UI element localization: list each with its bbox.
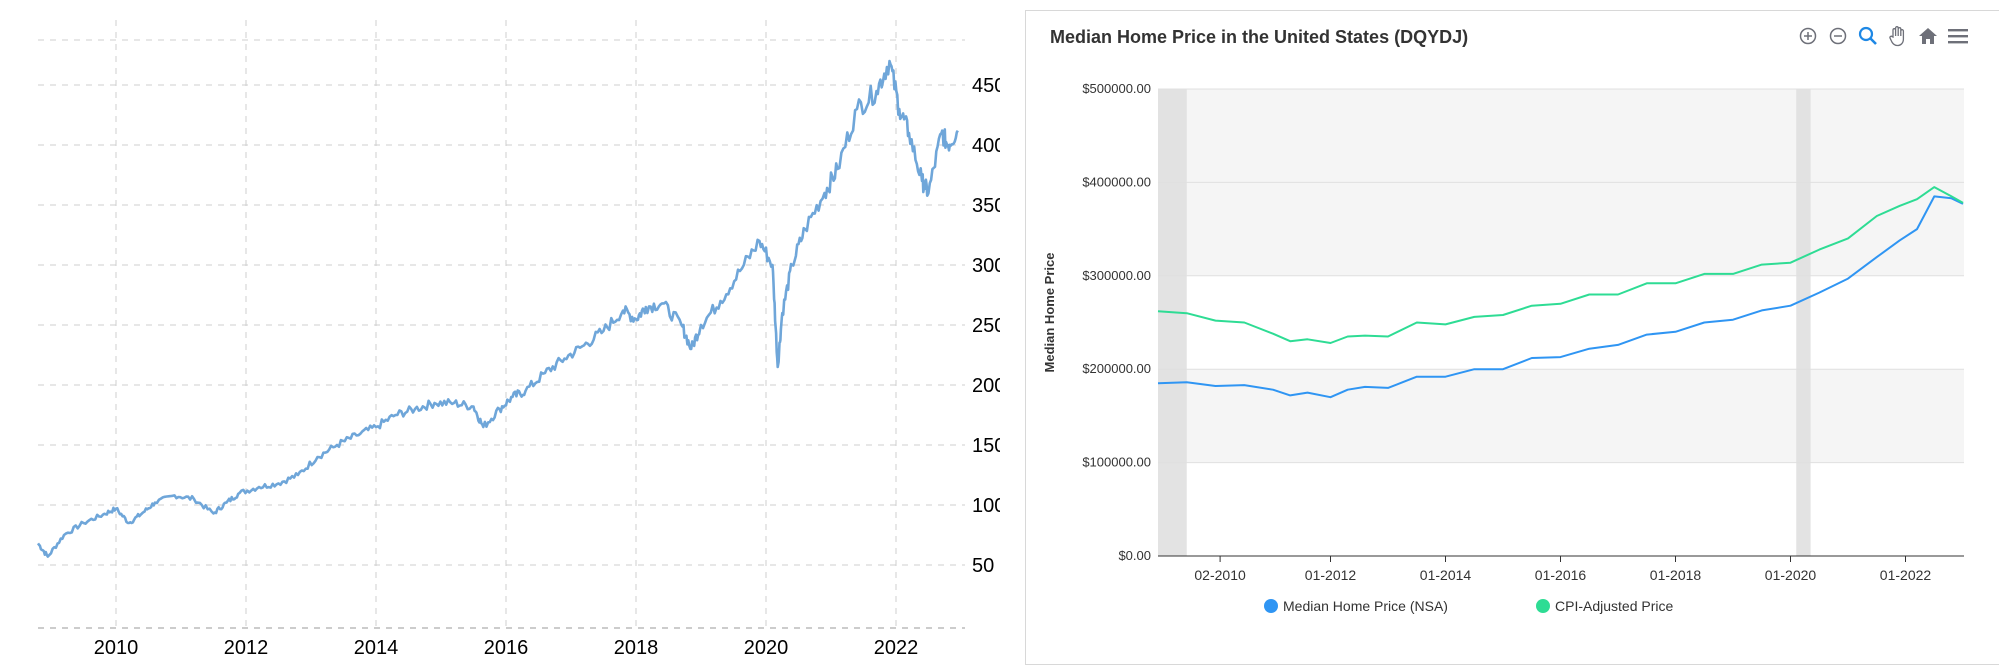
grid-band xyxy=(1158,369,1964,463)
y-tick-label: 100 xyxy=(972,495,1000,517)
magnifier-icon[interactable] xyxy=(1857,25,1879,47)
x-tick-label: 2022 xyxy=(874,637,919,659)
price-series-line xyxy=(36,59,959,558)
series-line-cpi xyxy=(1157,186,1964,344)
right-chart-panel: $0.00 $100000.00 $200000.00 $300000.00 $4000… xyxy=(1025,10,1999,665)
y-tick-label: 150 xyxy=(972,435,1000,457)
legend-marker xyxy=(1264,599,1278,613)
grid-band xyxy=(1158,89,1964,183)
y-tick-label: 300 xyxy=(972,255,1000,277)
right-chart: $0.00 $100000.00 $200000.00 $300000.00 $4000… xyxy=(1042,81,1964,614)
y-tick-label: 250 xyxy=(972,315,1000,337)
y-tick-label: $100000.00 xyxy=(1082,455,1151,470)
recession-band xyxy=(1796,89,1811,556)
y-tick-label: $200000.00 xyxy=(1082,361,1151,376)
chart-title: Median Home Price in the United States (… xyxy=(1050,27,1469,47)
left-chart: 50 100 150 200 250 300 350 400 450 2010 2012 2014 20… xyxy=(36,20,1000,659)
y-tick-label: $300000.00 xyxy=(1082,268,1151,283)
x-tick-label: 2020 xyxy=(744,637,789,659)
y-tick-label: $500000.00 xyxy=(1082,81,1151,96)
y-tick-label: 350 xyxy=(972,195,1000,217)
legend: Median Home Price (NSA) CPI-Adjusted Pric… xyxy=(1264,598,1673,614)
chart-toolbar xyxy=(1797,25,1969,47)
menu-icon[interactable] xyxy=(1947,25,1969,47)
x-tick-label: 01-2016 xyxy=(1535,567,1587,583)
y-tick-label: 200 xyxy=(972,375,1000,397)
legend-marker xyxy=(1536,599,1550,613)
zoom-in-icon[interactable] xyxy=(1797,25,1819,47)
x-tick-label: 01-2012 xyxy=(1305,567,1357,583)
recession-band xyxy=(1158,89,1187,556)
x-tick-label: 01-2022 xyxy=(1880,567,1932,583)
x-tick-label: 2014 xyxy=(354,637,399,659)
x-tick-label: 01-2018 xyxy=(1650,567,1702,583)
legend-label: CPI-Adjusted Price xyxy=(1555,598,1673,614)
y-tick-label: $400000.00 xyxy=(1082,174,1151,189)
legend-label: Median Home Price (NSA) xyxy=(1283,598,1448,614)
y-tick-label: 400 xyxy=(972,135,1000,157)
zoom-out-icon[interactable] xyxy=(1827,25,1849,47)
x-tick-label: 2010 xyxy=(94,637,139,659)
x-tick-label: 01-2014 xyxy=(1420,567,1472,583)
x-tick-label: 2018 xyxy=(614,637,659,659)
home-icon[interactable] xyxy=(1917,25,1939,47)
y-tick-label: $0.00 xyxy=(1118,548,1151,563)
left-grid xyxy=(38,20,965,629)
series-line-nsa xyxy=(1157,195,1964,399)
x-tick-label: 2012 xyxy=(224,637,269,659)
x-tick-label: 01-2020 xyxy=(1765,567,1817,583)
x-tick-label: 2016 xyxy=(484,637,529,659)
y-tick-label: 450 xyxy=(972,75,1000,97)
grid-band xyxy=(1158,182,1964,276)
y-tick-label: 50 xyxy=(972,555,994,577)
pan-hand-icon[interactable] xyxy=(1887,25,1909,47)
y-axis-label: Median Home Price xyxy=(1042,253,1057,373)
x-tick-label: 02-2010 xyxy=(1194,567,1246,583)
